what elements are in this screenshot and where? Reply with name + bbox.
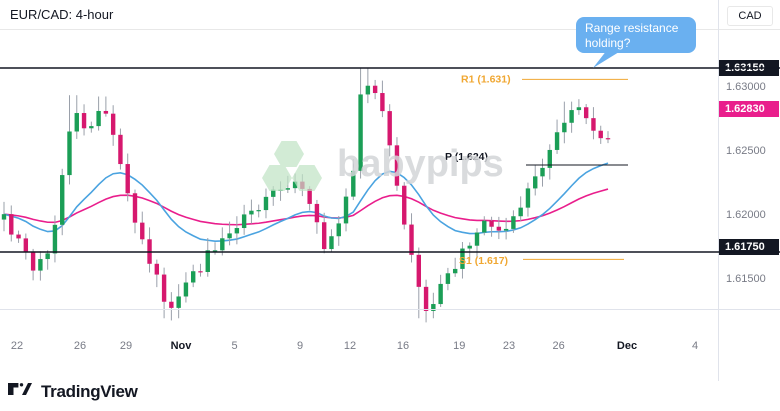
svg-text:TradingView: TradingView (41, 382, 139, 401)
